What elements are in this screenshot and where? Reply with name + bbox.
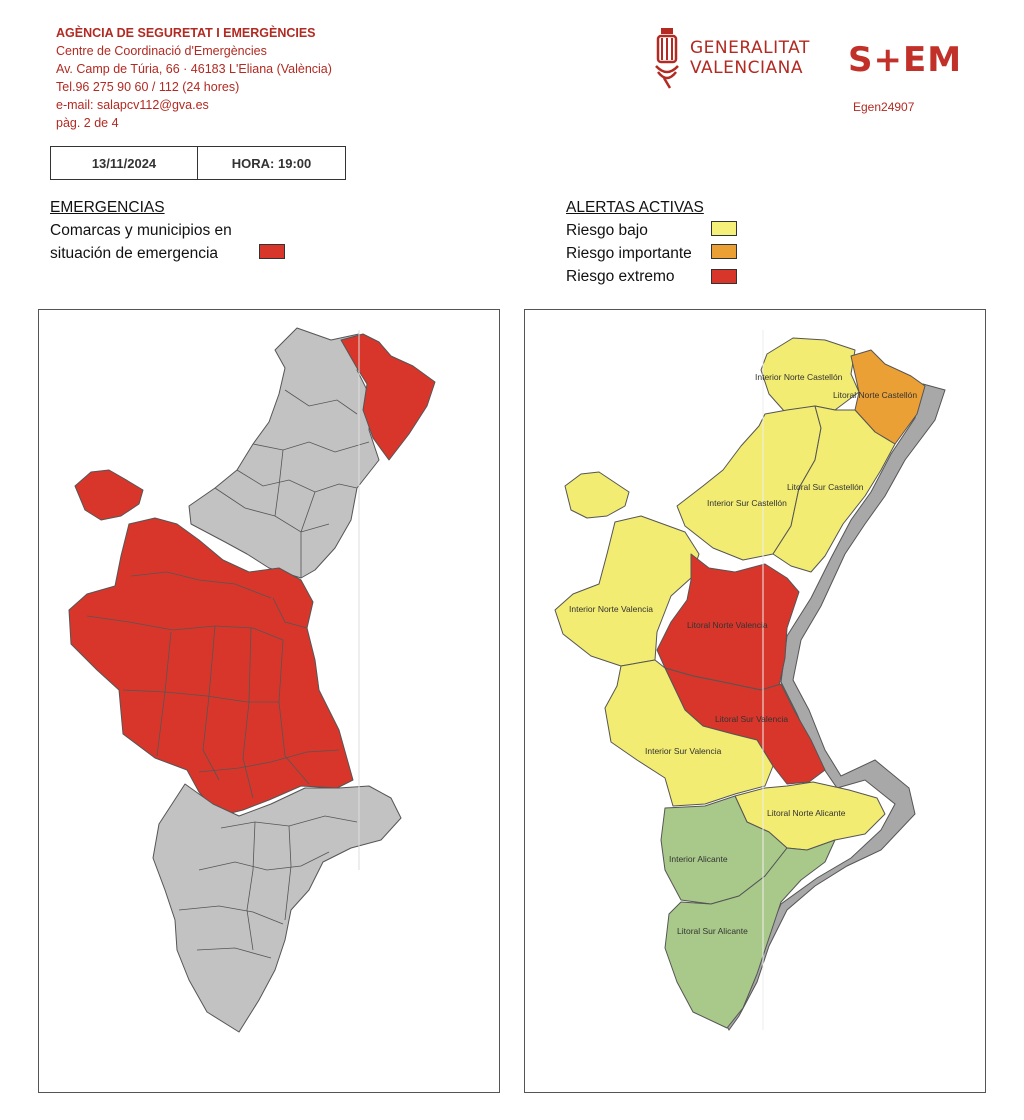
sem-logo: S+EM — [848, 40, 963, 80]
alicante-region — [152, 783, 402, 1033]
generalitat-emblem-icon — [655, 28, 679, 89]
generalitat-line2: VALENCIANA — [690, 58, 803, 78]
agency-header: AGÈNCIA DE SEGURETAT I EMERGÈNCIES Centr… — [56, 24, 332, 132]
label-litoral-sur-valencia: Litoral Sur Valencia — [715, 714, 788, 724]
time-value: HORA: 19:00 — [231, 155, 312, 171]
agency-center: Centre de Coordinació d'Emergències — [56, 44, 267, 58]
date-time-box: 13/11/2024 HORA: 19:00 — [50, 146, 346, 180]
emergencias-desc-line1: Comarcas y municipios en — [50, 222, 232, 239]
castellon-region — [188, 327, 380, 579]
riesgo-importante-swatch — [711, 244, 737, 259]
label-litoral-sur-castellon: Litoral Sur Castellón — [787, 482, 864, 492]
generalitat-logo: GENERALITAT VALENCIANA — [652, 26, 822, 96]
alertas-legend: ALERTAS ACTIVAS Riesgo bajo Riesgo impor… — [566, 196, 704, 288]
red-ne-comarca — [340, 333, 436, 461]
alerta-item-riesgo-bajo: Riesgo bajo — [566, 222, 648, 239]
label-litoral-norte-castellon: Litoral Norte Castellón — [833, 390, 917, 400]
zone-interior-norte-castellon — [760, 337, 860, 413]
emergencias-title: EMERGENCIAS — [50, 199, 165, 216]
zone-litoral-sur-castellon — [772, 405, 896, 573]
red-ademuz-enclave — [74, 469, 144, 521]
zone-ademuz — [564, 471, 630, 519]
agency-address: Av. Camp de Túria, 66 · 46183 L'Eliana (… — [56, 62, 332, 76]
agency-name: AGÈNCIA DE SEGURETAT I EMERGÈNCIES — [56, 26, 316, 40]
red-valencia-region — [68, 517, 354, 817]
generalitat-line1: GENERALITAT — [690, 38, 810, 58]
emergencia-swatch — [259, 244, 285, 259]
document-code: Egen24907 — [853, 100, 915, 114]
label-interior-norte-valencia: Interior Norte Valencia — [569, 604, 653, 614]
label-litoral-norte-alicante: Litoral Norte Alicante — [767, 808, 846, 818]
label-interior-sur-castellon: Interior Sur Castellón — [707, 498, 787, 508]
emergencias-desc-line2: situación de emergencia — [50, 245, 219, 262]
agency-email: e-mail: salapcv112@gva.es — [56, 98, 209, 112]
label-interior-norte-castellon: Interior Norte Castellón — [755, 372, 843, 382]
label-interior-alicante: Interior Alicante — [669, 854, 728, 864]
date-value: 13/11/2024 — [51, 147, 198, 179]
label-interior-sur-valencia: Interior Sur Valencia — [645, 746, 722, 756]
zone-litoral-sur-alicante — [664, 839, 836, 1029]
riesgo-extremo-swatch — [711, 269, 737, 284]
agency-phone: Tel.96 275 90 60 / 112 (24 hores) — [56, 80, 240, 94]
alerta-item-riesgo-extremo: Riesgo extremo — [566, 268, 675, 285]
alerta-item-riesgo-importante: Riesgo importante — [566, 245, 692, 262]
emergencias-legend: EMERGENCIAS Comarcas y municipios en sit… — [50, 196, 232, 265]
alertas-title: ALERTAS ACTIVAS — [566, 199, 704, 216]
emergency-map-panel — [38, 309, 500, 1093]
alerts-map-panel: Interior Norte Castellón Litoral Norte C… — [524, 309, 986, 1093]
alerts-map: Interior Norte Castellón Litoral Norte C… — [554, 330, 946, 1031]
label-litoral-norte-valencia: Litoral Norte Valencia — [687, 620, 768, 630]
zone-litoral-norte-castellon — [850, 349, 926, 445]
page-number: pàg. 2 de 4 — [56, 116, 119, 130]
riesgo-bajo-swatch — [711, 221, 737, 236]
zone-interior-sur-valencia — [604, 659, 774, 807]
label-litoral-sur-alicante: Litoral Sur Alicante — [677, 926, 748, 936]
emergency-map — [68, 327, 436, 1033]
